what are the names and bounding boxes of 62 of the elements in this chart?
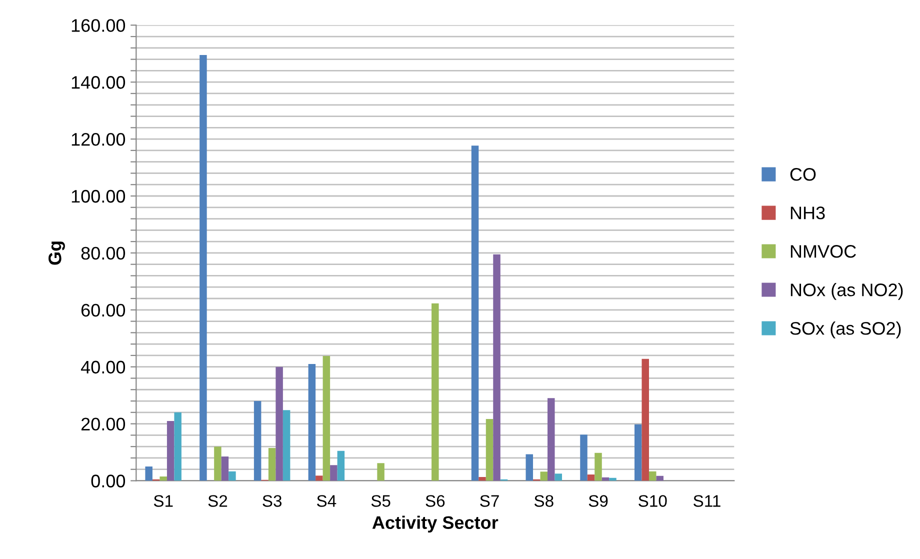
bar	[526, 454, 534, 481]
x-tick-label: S2	[208, 495, 228, 507]
bar	[594, 452, 602, 481]
x-tick-label: S3	[262, 495, 282, 507]
bar	[486, 418, 494, 481]
x-tick-label: S5	[371, 495, 390, 507]
y-tick-label: 60.00	[81, 304, 126, 317]
legend-label: CO	[790, 168, 816, 181]
bar	[648, 471, 656, 481]
bar	[166, 420, 174, 481]
legend-label: NH3	[790, 206, 825, 220]
bar	[587, 474, 595, 481]
bar	[145, 466, 152, 481]
bar	[634, 424, 642, 481]
x-tick-label: S11	[694, 495, 720, 507]
bar	[276, 366, 283, 481]
bar	[580, 434, 588, 481]
bar	[322, 356, 330, 481]
bar	[330, 465, 338, 481]
y-tick-label: 40.00	[80, 360, 126, 374]
bar	[548, 398, 555, 481]
x-tick-label: S4	[317, 495, 336, 507]
x-tick-label: S10	[638, 495, 667, 507]
y-tick-label: 160.00	[72, 19, 126, 32]
bar	[174, 412, 182, 481]
y-tick-label: 140.00	[72, 76, 126, 89]
bar	[471, 146, 479, 481]
legend-label: NOx (as NO2)	[790, 283, 903, 300]
bar	[337, 450, 345, 481]
bar	[221, 456, 229, 481]
x-tick-label: S9	[588, 495, 608, 507]
bar	[268, 448, 276, 481]
y-tick-label: 100.00	[72, 190, 126, 203]
bar	[432, 303, 439, 481]
legend-label: SOx (as SO2)	[790, 322, 901, 338]
legend-label: NMVOC	[790, 245, 856, 258]
x-tick-label: S7	[480, 495, 499, 507]
x-tick-label: S8	[534, 495, 554, 507]
bar	[656, 476, 664, 481]
bar	[316, 476, 323, 481]
y-tick-label: 120.00	[72, 132, 126, 146]
bar	[642, 358, 649, 481]
y-axis-title: Gg	[48, 242, 65, 265]
bar	[160, 476, 167, 481]
y-tick-label: 20.00	[81, 418, 126, 431]
x-axis-title: Activity Sector	[372, 516, 498, 533]
bar	[282, 410, 290, 481]
bar	[540, 472, 548, 481]
bar	[228, 471, 236, 481]
bar	[214, 446, 222, 481]
bar	[377, 463, 384, 481]
y-tick-label: 0.00	[91, 474, 126, 488]
x-tick-label: S1	[154, 495, 173, 507]
x-tick-label: S6	[426, 495, 445, 507]
bar	[493, 254, 500, 481]
bar	[254, 401, 262, 481]
bar	[308, 364, 316, 481]
y-tick-label: 80.00	[81, 246, 126, 260]
bar	[554, 474, 562, 481]
bar	[478, 477, 486, 481]
bar	[200, 55, 207, 481]
bar	[609, 478, 616, 481]
